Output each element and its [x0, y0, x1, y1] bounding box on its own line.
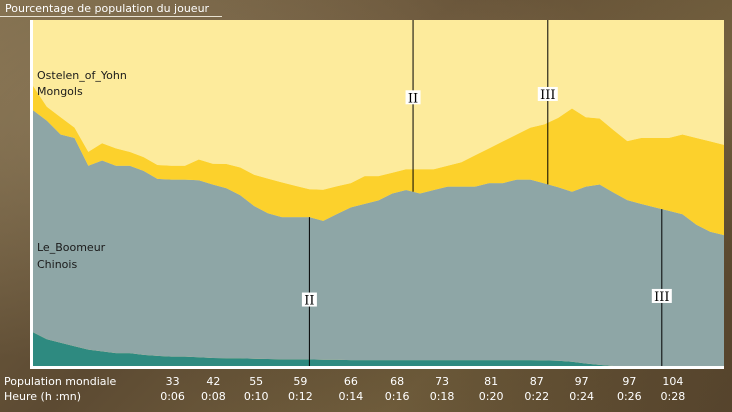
area-series-light — [33, 20, 724, 190]
world-population-tick-8: 81 — [484, 375, 499, 388]
area-series-gray — [33, 110, 724, 367]
player-top-name: Ostelen_of_Yohn — [37, 69, 127, 82]
age-marker-label-2: III — [540, 88, 555, 103]
world-population-tick-7: 73 — [435, 375, 450, 388]
time-tick-3: 0:10 — [243, 390, 269, 403]
world-population-label: Population mondiale — [4, 375, 117, 388]
world-population-tick-9: 87 — [529, 375, 544, 388]
time-tick-5: 0:14 — [338, 390, 364, 403]
player-top-civ: Mongols — [37, 85, 83, 98]
area-series-group — [33, 20, 724, 367]
time-tick-8: 0:20 — [478, 390, 504, 403]
time-tick-2: 0:08 — [200, 390, 226, 403]
title-underline — [0, 16, 222, 17]
time-tick-12: 0:28 — [660, 390, 686, 403]
age-marker-label-1: II — [408, 91, 418, 106]
world-population-tick-10: 97 — [574, 375, 589, 388]
age-marker-label-bg-4 — [651, 288, 672, 303]
player-bottom-civ: Chinois — [37, 258, 77, 271]
time-tick-1: 0:06 — [160, 390, 185, 403]
world-population-tick-6: 68 — [390, 375, 405, 388]
age-marker-label-bg-2 — [537, 86, 558, 101]
time-tick-11: 0:26 — [616, 390, 642, 403]
player-bottom-name: Le_Boomeur — [37, 241, 106, 254]
time-tick-4: 0:12 — [288, 390, 313, 403]
age-marker-label-bg-3 — [301, 292, 317, 307]
world-population-tick-3: 55 — [249, 375, 264, 388]
time-label: Heure (h :mn) — [4, 390, 81, 403]
time-row: Heure (h :mn) 0:06 0:08 0:10 0:12 0:14 0:16 0:… — [0, 390, 732, 404]
world-population-tick-1: 33 — [165, 375, 180, 388]
world-population-tick-2: 42 — [206, 375, 221, 388]
world-population-tick-5: 66 — [343, 375, 358, 388]
time-tick-9: 0:22 — [524, 390, 550, 403]
world-population-row: Population mondiale 33 42 55 59 66 68 73 81 87 97… — [0, 375, 732, 389]
time-tick-10: 0:24 — [569, 390, 594, 403]
world-population-tick-4: 59 — [293, 375, 308, 388]
age-marker-label-bg-1 — [405, 90, 421, 105]
time-tick-7: 0:18 — [429, 390, 455, 403]
world-population-tick-11: 97 — [622, 375, 637, 388]
area-series-teal — [33, 332, 724, 367]
chart-title: Pourcentage de population du joueur — [5, 2, 210, 15]
age-marker-label-3: II — [304, 294, 314, 309]
time-tick-6: 0:16 — [384, 390, 410, 403]
world-population-tick-12: 104 — [662, 375, 684, 388]
age-marker-label-4: III — [654, 290, 669, 305]
area-series-gold — [33, 85, 724, 236]
